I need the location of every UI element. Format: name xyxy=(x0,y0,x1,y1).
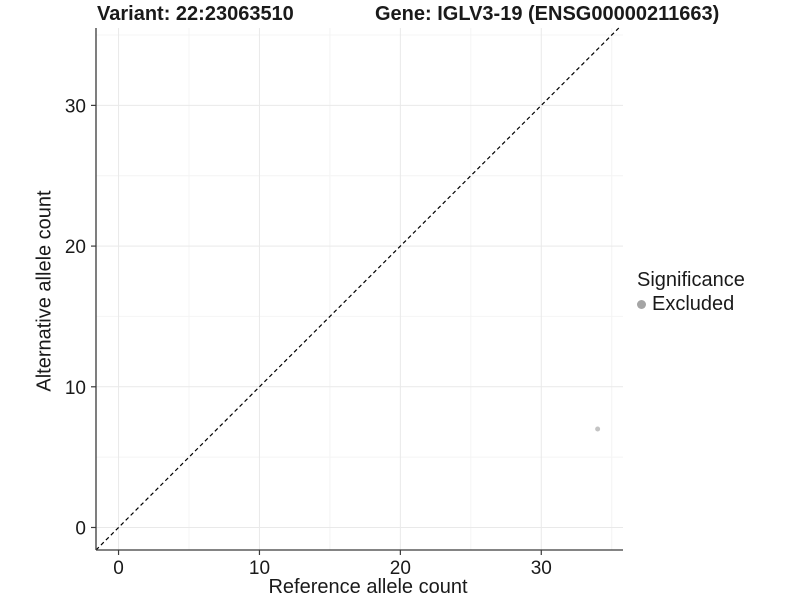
legend-point-icon xyxy=(637,300,646,309)
y-tick-label: 20 xyxy=(65,237,86,258)
data-point xyxy=(595,426,601,432)
identity-line xyxy=(95,27,620,551)
x-tick-label: 20 xyxy=(390,558,411,579)
chart-title-variant: Variant: 22:23063510 xyxy=(97,3,294,25)
y-axis-label: Alternative allele count xyxy=(33,190,56,392)
y-tick-label: 10 xyxy=(65,378,86,399)
legend-item-excluded: Excluded xyxy=(637,293,745,316)
x-tick-label: 10 xyxy=(249,558,270,579)
legend-item-label: Excluded xyxy=(652,293,735,315)
y-tick-label: 30 xyxy=(65,96,86,117)
legend-title: Significance xyxy=(637,269,745,291)
x-tick-label: 0 xyxy=(113,558,124,579)
chart-title-gene: Gene: IGLV3-19 (ENSG00000211663) xyxy=(375,3,720,25)
x-tick-label: 30 xyxy=(531,558,552,579)
legend: Significance Excluded xyxy=(637,269,745,316)
x-axis-label: Reference allele count xyxy=(268,576,468,598)
y-tick-label: 0 xyxy=(75,518,86,539)
